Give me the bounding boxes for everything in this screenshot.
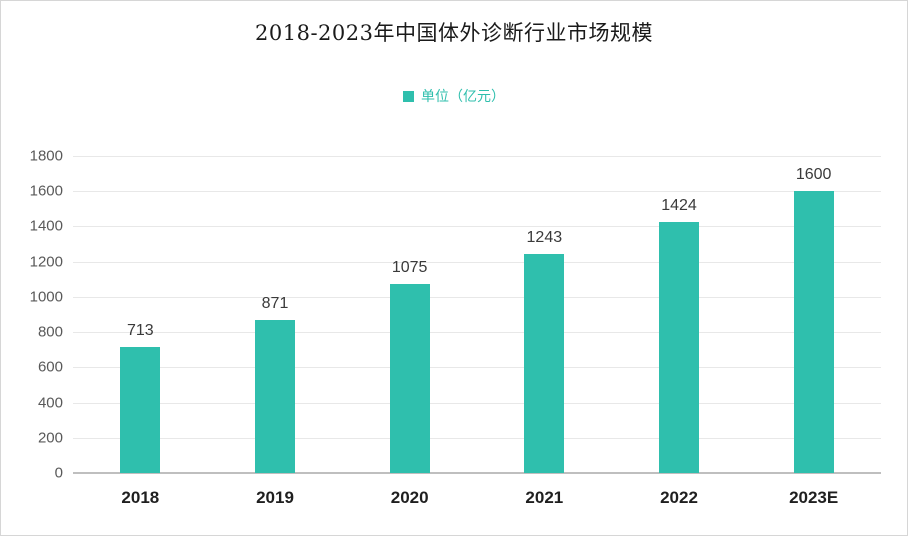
bar-2019 (255, 319, 295, 473)
y-tick-label: 400 (37, 394, 63, 412)
bar-2021 (524, 254, 565, 473)
bar-2018 (120, 347, 161, 473)
bar-value-label: 1600 (795, 166, 832, 184)
x-axis-line (73, 472, 881, 474)
y-tick-label: 1000 (29, 288, 63, 306)
gridline (73, 437, 881, 439)
bar-value-label: 713 (126, 322, 154, 340)
gridline (73, 226, 881, 228)
gridline (73, 261, 881, 263)
legend-swatch-icon (403, 90, 414, 102)
bar-value-label: 1243 (526, 229, 563, 247)
bar-2020 (389, 283, 430, 473)
y-tick-label: 600 (37, 358, 63, 376)
chart-title: 2018-2023年中国体外诊断行业市场规模 (255, 21, 653, 45)
legend: 单位（亿元） (1, 86, 907, 106)
bar-2023E (793, 191, 834, 473)
gridline (73, 332, 881, 334)
y-tick-label: 800 (37, 323, 63, 341)
gridline (73, 402, 881, 404)
x-tick-label: 2023E (789, 488, 839, 507)
y-tick-label: 1400 (29, 217, 63, 235)
bar-value-label: 1075 (391, 258, 428, 276)
x-tick-label: 2022 (660, 488, 698, 507)
bar-value-label: 871 (261, 294, 289, 312)
gridline (73, 296, 881, 298)
y-tick-label: 0 (54, 464, 63, 482)
gridline (73, 367, 881, 369)
x-tick-label: 2019 (256, 488, 294, 507)
gridline (73, 156, 881, 157)
x-tick-label: 2021 (525, 488, 564, 507)
legend-label: 单位（亿元） (421, 88, 505, 104)
y-tick-label: 1800 (29, 147, 63, 165)
bar-2022 (659, 222, 699, 473)
gridline (73, 191, 881, 193)
plot-area: 713 871 1075 1243 1424 1600 (73, 156, 881, 474)
x-tick-label: 2020 (390, 488, 429, 507)
y-tick-label: 1600 (29, 182, 63, 200)
x-tick-label: 2018 (121, 488, 160, 507)
bar-value-label: 1424 (661, 197, 697, 215)
y-tick-label: 1200 (29, 253, 63, 271)
y-tick-label: 200 (37, 429, 63, 447)
